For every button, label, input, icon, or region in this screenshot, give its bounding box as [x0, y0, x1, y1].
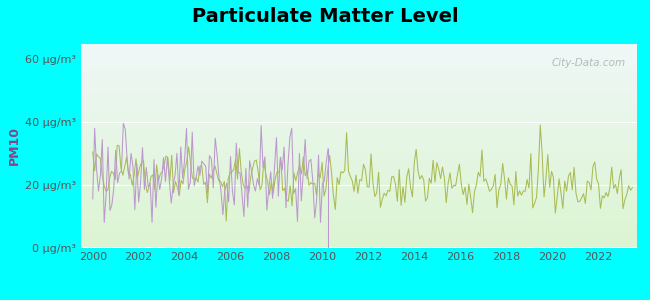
Text: Particulate Matter Level: Particulate Matter Level — [192, 8, 458, 26]
Text: City-Data.com: City-Data.com — [552, 58, 626, 68]
Y-axis label: PM10: PM10 — [8, 126, 21, 165]
